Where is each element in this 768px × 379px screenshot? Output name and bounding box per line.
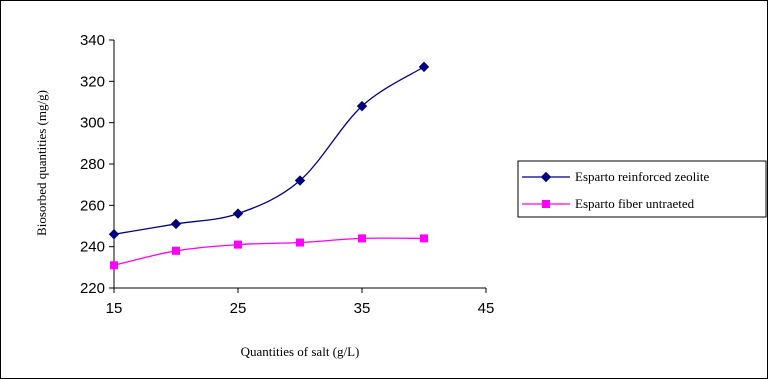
data-point <box>172 246 180 255</box>
legend-marker <box>542 200 550 208</box>
data-point <box>358 234 366 243</box>
data-point <box>234 240 242 249</box>
legend-label: Esparto fiber untraeted <box>575 196 695 211</box>
data-point <box>110 261 118 270</box>
data-point <box>420 234 428 243</box>
x-tick-label: 25 <box>230 300 247 317</box>
y-tick-label: 340 <box>80 32 105 49</box>
data-point <box>232 208 244 219</box>
tick-labels: 220 240 260 280 300 320 340 15 25 35 45 <box>80 32 494 317</box>
x-tick-label: 15 <box>106 300 123 317</box>
data-point <box>170 218 182 230</box>
series-line <box>113 66 425 235</box>
data-point <box>356 100 368 112</box>
y-tick-label: 220 <box>80 280 105 297</box>
x-axis-label: Quantities of salt (g/L) <box>241 344 360 359</box>
series-line <box>113 237 425 266</box>
y-tick-label: 260 <box>80 197 105 214</box>
legend-box <box>517 160 767 218</box>
y-tick-label: 280 <box>80 156 105 173</box>
series-layer <box>108 61 430 270</box>
y-tick-label: 320 <box>80 73 105 90</box>
series-1 <box>108 61 430 240</box>
series-2 <box>110 234 428 270</box>
data-point <box>418 61 430 73</box>
y-tick-label: 240 <box>80 239 105 256</box>
legend: Esparto reinforced zeolite Esparto fiber … <box>517 160 767 218</box>
legend-marker <box>540 171 552 183</box>
data-point <box>108 229 120 240</box>
data-point <box>296 238 304 247</box>
y-axis-label: Biosorbed quantities (mg/g) <box>34 90 49 236</box>
legend-entry-1: Esparto reinforced zeolite <box>522 169 709 184</box>
axes <box>109 39 487 293</box>
legend-entry-2: Esparto fiber untraeted <box>522 196 695 211</box>
y-tick-label: 300 <box>80 115 105 132</box>
x-tick-label: 45 <box>478 300 495 317</box>
data-point <box>294 175 306 186</box>
legend-label: Esparto reinforced zeolite <box>575 169 709 184</box>
x-tick-label: 35 <box>354 300 371 317</box>
